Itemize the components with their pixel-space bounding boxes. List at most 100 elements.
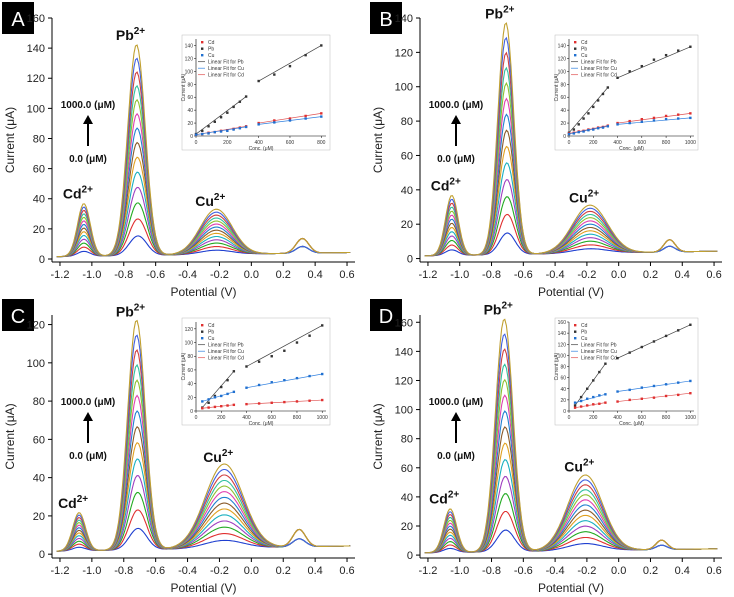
inset-y-tick-label: 80 (187, 354, 193, 360)
inset-point-cu (283, 378, 286, 382)
inset-point-pb (257, 79, 260, 83)
inset-y-tick-label: 0 (563, 134, 566, 140)
inset-legend-label: Linear Fit for Cd (581, 356, 617, 362)
y-tick-label: 120 (395, 47, 413, 59)
concentration-min-label: 0.0 (μM) (437, 451, 475, 462)
x-tick-label: 0.6 (706, 269, 721, 281)
inset-point-cd (598, 402, 601, 405)
inset-point-pb (628, 351, 631, 354)
inset-point-cu (567, 132, 571, 136)
x-axis-label: Potential (V) (170, 581, 236, 595)
inset-x-axis-label: Conc. (μM) (249, 421, 274, 427)
inset-point-cu (616, 123, 619, 126)
inset-x-axis-label: Conc. (μM) (249, 146, 274, 152)
y-tick-label: 140 (395, 13, 413, 25)
y-axis-label: Current (μA) (371, 403, 385, 469)
inset-point-cd (201, 407, 204, 410)
inset-point-cd (308, 399, 311, 402)
inset-point-pb (616, 76, 619, 79)
inset-point-pb (596, 99, 600, 102)
inset-point-pb (628, 70, 631, 73)
inset-frame (181, 34, 331, 151)
inset-point-cd (640, 117, 644, 121)
x-tick-label: 0.6 (339, 565, 354, 577)
inset-point-pb (226, 378, 229, 382)
inset-point-pb (304, 53, 307, 57)
inset-point-cu (226, 392, 229, 396)
inset-x-tick-label: 600 (286, 140, 295, 146)
voltammogram-curve (424, 410, 718, 554)
inset-point-cu (207, 132, 210, 135)
inset-y-tick-label: 140 (558, 331, 567, 337)
inset-point-cu (295, 376, 299, 380)
inset-point-cd (689, 392, 692, 395)
inset-legend-marker (574, 47, 577, 50)
x-tick-label: -0.6 (514, 269, 533, 281)
inset-point-pb (321, 324, 324, 327)
y-tick-label: 160 (395, 317, 413, 329)
peak-label-pb: Pb2+ (485, 5, 514, 22)
inset-x-axis-label: Conc. (μM) (619, 421, 644, 427)
inset-y-tick-label: 100 (558, 353, 567, 359)
x-tick-label: -1.0 (450, 565, 469, 577)
inset-x-tick-label: 800 (293, 415, 302, 421)
panel-label-badge (370, 2, 402, 34)
x-tick-label: 0.4 (307, 565, 322, 577)
y-axis-label: Current (μA) (371, 107, 385, 173)
inset-legend-marker (574, 54, 577, 57)
inset-point-cd (628, 398, 631, 402)
concentration-arrowhead (451, 412, 461, 421)
inset-x-axis-label: Conc. (μM) (619, 146, 644, 152)
concentration-arrowhead (83, 412, 93, 421)
inset-point-cu (273, 121, 276, 124)
inset-point-cu (652, 119, 656, 122)
inset-point-pb (220, 385, 223, 389)
voltammogram-curve (424, 22, 718, 257)
inset-point-pb (689, 45, 692, 48)
concentration-min-label: 0.0 (μM) (437, 154, 475, 165)
inset-x-tick-label: 600 (268, 415, 277, 421)
inset-y-tick-label: 20 (187, 121, 193, 127)
y-axis-label: Current (μA) (3, 403, 17, 469)
inset-point-pb (640, 345, 644, 349)
x-tick-label: 0.4 (307, 269, 322, 281)
inset-point-pb (572, 128, 576, 131)
inset-point-cd (689, 112, 692, 115)
inset-point-pb (283, 349, 286, 352)
panel-a: A 0 20 40 60 80 100 120 140 160 -1.2 -1.0 -0.8 -0.6 -0… (2, 2, 355, 299)
x-tick-label: -0.2 (210, 565, 229, 577)
y-tick-label: 60 (33, 164, 45, 176)
y-tick-label: 20 (401, 219, 413, 231)
inset-x-tick-label: 200 (223, 140, 232, 146)
y-tick-label: 0 (407, 254, 413, 266)
x-tick-label: -0.8 (482, 269, 501, 281)
inset-fit-line-pb (195, 96, 247, 135)
inset-point-cu (601, 126, 605, 129)
inset-y-tick-label: 100 (185, 69, 194, 75)
inset-point-pb (226, 111, 229, 114)
inset-y-tick-label: 160 (558, 320, 567, 326)
y-tick-label: 60 (401, 150, 413, 162)
inset-point-cd (245, 402, 248, 406)
inset-point-cd (232, 403, 236, 407)
inset-y-tick-label: 100 (558, 69, 567, 75)
y-tick-label: 80 (401, 434, 413, 446)
peak-label-charge: 2+ (448, 489, 460, 500)
inset-point-cu (573, 401, 577, 404)
inset-x-tick-label: 200 (589, 415, 598, 421)
peak-label-element: Cu (195, 193, 214, 209)
inset-point-cu (201, 132, 204, 136)
inset-point-cd (321, 398, 324, 402)
inset-point-pb (586, 387, 589, 390)
inset-point-cu (207, 398, 210, 401)
y-tick-label: 80 (401, 116, 413, 128)
peak-label-cd: Cd2+ (431, 176, 461, 193)
voltammogram-curve (56, 319, 351, 552)
inset-point-pb (604, 362, 607, 365)
inset-point-pb (640, 64, 644, 68)
inset-legend-label: Cu (581, 53, 588, 59)
inset-point-pb (689, 323, 692, 326)
inset-point-pb (257, 360, 261, 363)
x-tick-label: 0.6 (706, 565, 721, 577)
peak-label-element: Cd (63, 185, 82, 201)
